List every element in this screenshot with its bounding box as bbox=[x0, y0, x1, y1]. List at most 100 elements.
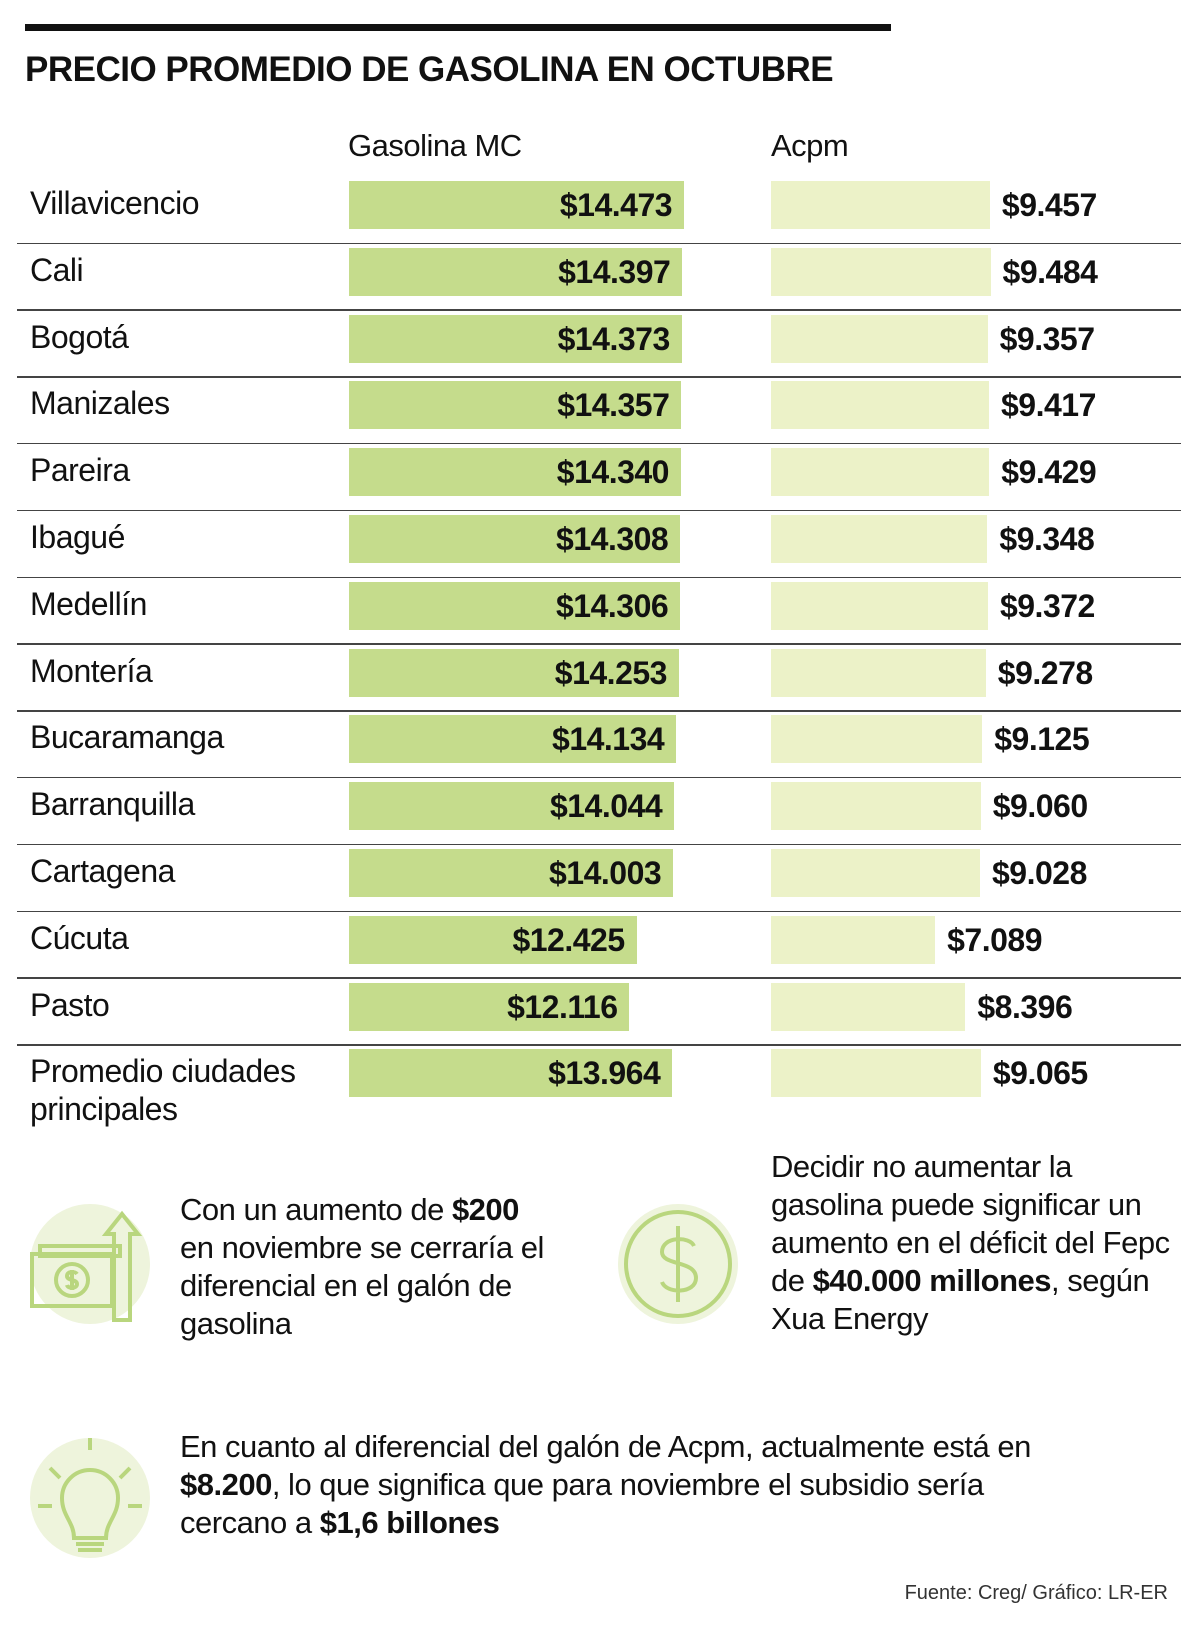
row-divider bbox=[17, 442, 1181, 445]
row-divider bbox=[17, 643, 1181, 645]
city-label: Bucaramanga bbox=[30, 719, 224, 756]
row-divider bbox=[17, 977, 1181, 979]
acpm-bar bbox=[771, 715, 983, 764]
source-credit: Fuente: Creg/ Gráfico: LR-ER bbox=[904, 1582, 1168, 1604]
acpm-value-label: $9.125 bbox=[994, 721, 1090, 758]
dollar-coin-icon bbox=[618, 1204, 738, 1324]
acpm-value-label: $9.348 bbox=[999, 521, 1095, 557]
city-label: Manizales bbox=[30, 385, 170, 422]
acpm-bar bbox=[771, 581, 988, 630]
gasolina-value-label: $14.340 bbox=[556, 454, 670, 491]
gasolina-bar: $14.253 bbox=[349, 648, 679, 697]
lightbulb-icon bbox=[30, 1436, 150, 1558]
table-row: Medellín $14.306 $9.372 bbox=[17, 578, 1181, 645]
acpm-bar bbox=[771, 982, 966, 1031]
table-row: Ibagué $14.308 $9.348 bbox=[17, 511, 1181, 578]
gasolina-bar: $14.397 bbox=[349, 247, 683, 296]
table-row: Manizales $14.357 $9.417 bbox=[17, 377, 1181, 445]
acpm-value-label: $9.060 bbox=[992, 788, 1088, 825]
acpm-bar bbox=[771, 915, 936, 964]
row-divider bbox=[17, 309, 1181, 311]
city-label: Bogotá bbox=[30, 318, 129, 355]
gasolina-value-label: $12.425 bbox=[512, 921, 625, 958]
legend-gasolina: Gasolina MC bbox=[348, 128, 522, 163]
table-row: Bogotá $14.373 $9.357 bbox=[17, 311, 1181, 378]
city-label: Medellín bbox=[30, 585, 147, 622]
gasolina-bar: $12.116 bbox=[349, 982, 630, 1031]
gasolina-bar: $14.306 bbox=[349, 581, 681, 630]
table-row: Pasto $12.116 $8.396 bbox=[17, 979, 1181, 1046]
gasolina-bar: $14.044 bbox=[349, 782, 675, 831]
gasolina-bar: $12.425 bbox=[349, 915, 637, 964]
gasolina-value-label: $13.964 bbox=[548, 1055, 661, 1092]
acpm-bar bbox=[771, 247, 991, 296]
table-row: Cali $14.397 $9.484 bbox=[17, 244, 1181, 311]
table-row: Cúcuta $12.425 $7.089 bbox=[17, 912, 1181, 979]
acpm-value-label: $9.372 bbox=[999, 587, 1095, 624]
top-rule bbox=[25, 24, 891, 31]
gasolina-bar: $14.373 bbox=[349, 314, 682, 363]
city-label: Ibagué bbox=[30, 519, 125, 555]
table-row: Cartagena $14.003 $9.028 bbox=[17, 845, 1181, 912]
table-row: Villavicencio $14.473 $9.457 bbox=[17, 177, 1181, 244]
chart-title: PRECIO PROMEDIO DE GASOLINA EN OCTUBRE bbox=[25, 50, 834, 89]
city-label: Barranquilla bbox=[30, 786, 195, 823]
city-label: Pasto bbox=[30, 986, 110, 1023]
gasolina-value-label: $14.003 bbox=[548, 855, 662, 891]
city-label: Promedio ciudades principales bbox=[30, 1053, 296, 1128]
gasolina-value-label: $14.397 bbox=[558, 253, 671, 290]
note-gasolina: Con un aumento de $200 en noviembre se c… bbox=[180, 1192, 544, 1341]
gasolina-value-label: $14.306 bbox=[556, 587, 669, 624]
gasolina-value-label: $14.373 bbox=[557, 320, 671, 357]
table-row: Pareira $14.340 $9.429 bbox=[17, 444, 1181, 512]
row-divider bbox=[17, 376, 1181, 378]
gasolina-bar: $14.357 bbox=[349, 381, 682, 430]
acpm-value-label: $9.278 bbox=[997, 654, 1093, 691]
gasolina-value-label: $14.044 bbox=[549, 788, 663, 825]
acpm-bar bbox=[771, 381, 989, 430]
acpm-value-label: $9.028 bbox=[991, 855, 1087, 891]
gasolina-value-label: $14.308 bbox=[556, 521, 669, 557]
city-label: Villavicencio bbox=[30, 185, 200, 221]
acpm-value-label: $9.065 bbox=[992, 1055, 1088, 1092]
acpm-bar bbox=[771, 648, 986, 697]
acpm-bar bbox=[771, 314, 988, 363]
acpm-bar bbox=[771, 515, 988, 563]
acpm-bar bbox=[771, 782, 981, 831]
city-label: Cartagena bbox=[30, 853, 175, 889]
acpm-value-label: $9.417 bbox=[1001, 387, 1096, 424]
gasolina-bar: $14.003 bbox=[349, 849, 674, 897]
city-label: Pareira bbox=[30, 452, 130, 489]
acpm-value-label: $9.357 bbox=[999, 320, 1095, 357]
acpm-value-label: $9.484 bbox=[1002, 253, 1098, 290]
row-divider bbox=[17, 242, 1181, 244]
gasolina-value-label: $14.134 bbox=[552, 721, 665, 758]
gasolina-bar: $13.964 bbox=[349, 1049, 673, 1098]
acpm-value-label: $7.089 bbox=[947, 921, 1042, 958]
row-divider bbox=[17, 910, 1181, 912]
row-divider bbox=[17, 843, 1181, 846]
gasolina-bar: $14.473 bbox=[349, 181, 685, 229]
note-fepc: Decidir no aumentar la gasolina puede si… bbox=[771, 1149, 1170, 1336]
legend-acpm: Acpm bbox=[771, 128, 849, 163]
gasolina-bar: $14.308 bbox=[349, 515, 681, 563]
acpm-bar bbox=[771, 1049, 981, 1098]
table-row: Montería $14.253 $9.278 bbox=[17, 645, 1181, 712]
row-divider bbox=[17, 509, 1181, 512]
gasolina-value-label: $14.473 bbox=[559, 187, 673, 223]
row-divider bbox=[17, 710, 1181, 712]
acpm-bar bbox=[771, 181, 990, 229]
row-divider bbox=[17, 1044, 1181, 1046]
gasolina-value-label: $12.116 bbox=[507, 988, 618, 1025]
row-divider bbox=[17, 576, 1181, 578]
table-row: Promedio ciudades principales $13.964 $9.0… bbox=[17, 1045, 1181, 1127]
acpm-bar bbox=[771, 849, 980, 897]
city-label: Cali bbox=[30, 251, 84, 288]
gasolina-value-label: $14.357 bbox=[557, 387, 670, 424]
city-label: Montería bbox=[30, 652, 153, 689]
acpm-value-label: $8.396 bbox=[977, 988, 1073, 1025]
city-label: Cúcuta bbox=[30, 919, 129, 956]
row-divider bbox=[17, 776, 1181, 779]
gasolina-value-label: $14.253 bbox=[554, 654, 668, 691]
gasolina-bar: $14.134 bbox=[349, 715, 677, 764]
